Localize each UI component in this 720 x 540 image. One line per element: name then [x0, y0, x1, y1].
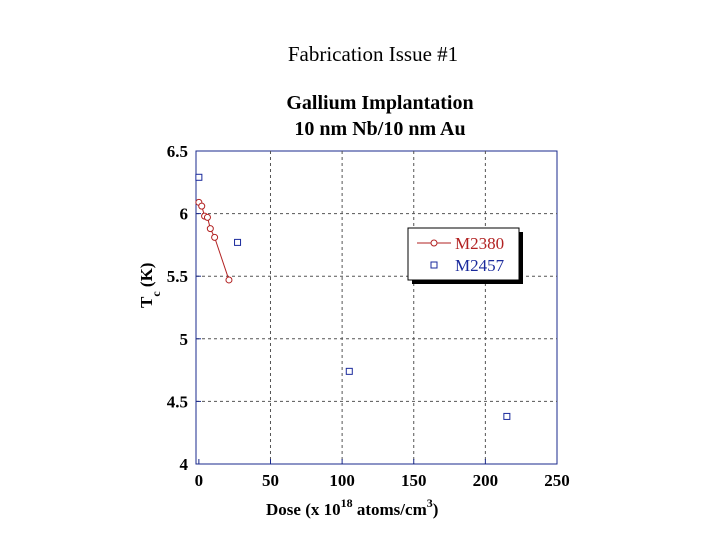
x-tick-label: 200 [473, 471, 499, 490]
x-tick-label: 50 [262, 471, 279, 490]
legend-marker [430, 261, 438, 269]
data-point [198, 202, 206, 210]
x-tick-label: 150 [401, 471, 427, 490]
ticks [196, 150, 558, 465]
tick-labels: 0 50 100 150 200 250 4 4.5 5 5.5 6 6.5 [167, 142, 570, 490]
chart-title: Gallium Implantation [286, 92, 474, 114]
y-tick-label: 4.5 [167, 392, 188, 411]
plot-frame [195, 150, 558, 465]
x-tick-label: 100 [329, 471, 355, 490]
slide-title: Fabrication Issue #1 [287, 42, 459, 66]
series-layer [195, 173, 511, 420]
y-tick-label: 6.5 [167, 142, 188, 161]
data-point [211, 233, 219, 241]
y-tick-label: 6 [180, 205, 189, 224]
y-tick-label: 5 [180, 330, 189, 349]
legend-label: M2380 [455, 234, 504, 253]
legend-box [407, 227, 520, 281]
series-m2380 [195, 198, 233, 284]
y-axis-label: Tc (K) [137, 263, 163, 308]
data-point [225, 276, 233, 284]
data-point [203, 213, 211, 221]
legend-marker [430, 239, 438, 247]
y-tick-label: 5.5 [167, 267, 188, 286]
x-tick-label: 250 [544, 471, 570, 490]
legend: M2380 M2457 [407, 227, 523, 284]
grid [196, 151, 557, 464]
legend-item: M2380 [417, 234, 504, 253]
y-tick-label: 4 [180, 455, 189, 474]
legend-item: M2457 [430, 256, 505, 275]
chart-subtitle: 10 nm Nb/10 nm Au [294, 118, 466, 140]
data-point [206, 225, 214, 233]
legend-label: M2457 [455, 256, 505, 275]
x-tick-label: 0 [195, 471, 204, 490]
data-point [503, 412, 511, 420]
series-m2457 [195, 173, 511, 420]
data-point [345, 367, 353, 375]
x-axis-label: Dose (x 1018 atoms/cm3) [266, 496, 438, 519]
data-point [234, 238, 242, 246]
data-point [195, 173, 203, 181]
